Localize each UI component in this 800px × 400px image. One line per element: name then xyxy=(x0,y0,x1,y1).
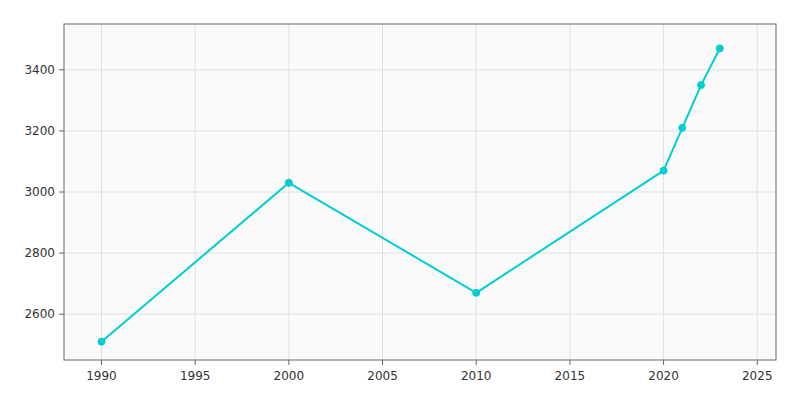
y-grid-line xyxy=(64,69,776,70)
line xyxy=(101,48,719,341)
x-tick xyxy=(663,360,664,365)
y-tick xyxy=(59,192,64,193)
y-grid-line xyxy=(64,192,776,193)
marker xyxy=(698,82,705,89)
y-grid-line xyxy=(64,314,776,315)
y-grid-line xyxy=(64,253,776,254)
marker xyxy=(716,45,723,52)
x-tick xyxy=(101,360,102,365)
x-tick xyxy=(757,360,758,365)
y-tick-label: 3000 xyxy=(24,185,55,199)
series xyxy=(98,45,723,345)
x-tick-label: 2000 xyxy=(274,369,305,383)
y-tick xyxy=(59,253,64,254)
y-tick-label: 3400 xyxy=(24,63,55,77)
y-tick xyxy=(59,130,64,131)
marker xyxy=(679,124,686,131)
x-tick xyxy=(476,360,477,365)
plot-background xyxy=(64,24,776,360)
y-tick xyxy=(59,314,64,315)
y-tick-label: 2600 xyxy=(24,307,55,321)
marker xyxy=(473,289,480,296)
x-tick xyxy=(195,360,196,365)
x-tick xyxy=(382,360,383,365)
y-tick xyxy=(59,69,64,70)
x-tick-label: 2005 xyxy=(367,369,398,383)
marker xyxy=(98,338,105,345)
x-tick-label: 1990 xyxy=(86,369,117,383)
plot-frame xyxy=(64,24,776,360)
chart-container: 1990 1995 2000 2005 2010 2015 2020 2025 2600 2800… xyxy=(0,0,800,400)
marker xyxy=(285,179,292,186)
x-tick xyxy=(288,360,289,365)
x-tick-label: 2020 xyxy=(648,369,679,383)
y-tick-label: 2800 xyxy=(24,246,55,260)
grid xyxy=(64,24,776,360)
axes: 1990 1995 2000 2005 2010 2015 2020 2025 2600 2800… xyxy=(24,24,776,383)
marker xyxy=(660,167,667,174)
y-grid-line xyxy=(64,130,776,131)
chart-svg: 1990 1995 2000 2005 2010 2015 2020 2025 2600 2800… xyxy=(0,0,800,400)
x-tick-label: 2025 xyxy=(742,369,773,383)
x-tick-label: 2010 xyxy=(461,369,492,383)
y-tick-label: 3200 xyxy=(24,124,55,138)
x-tick xyxy=(569,360,570,365)
x-tick-label: 1995 xyxy=(180,369,211,383)
x-tick-label: 2015 xyxy=(555,369,586,383)
